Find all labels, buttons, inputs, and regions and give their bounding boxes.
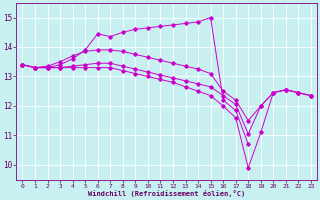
X-axis label: Windchill (Refroidissement éolien,°C): Windchill (Refroidissement éolien,°C)	[88, 190, 245, 197]
